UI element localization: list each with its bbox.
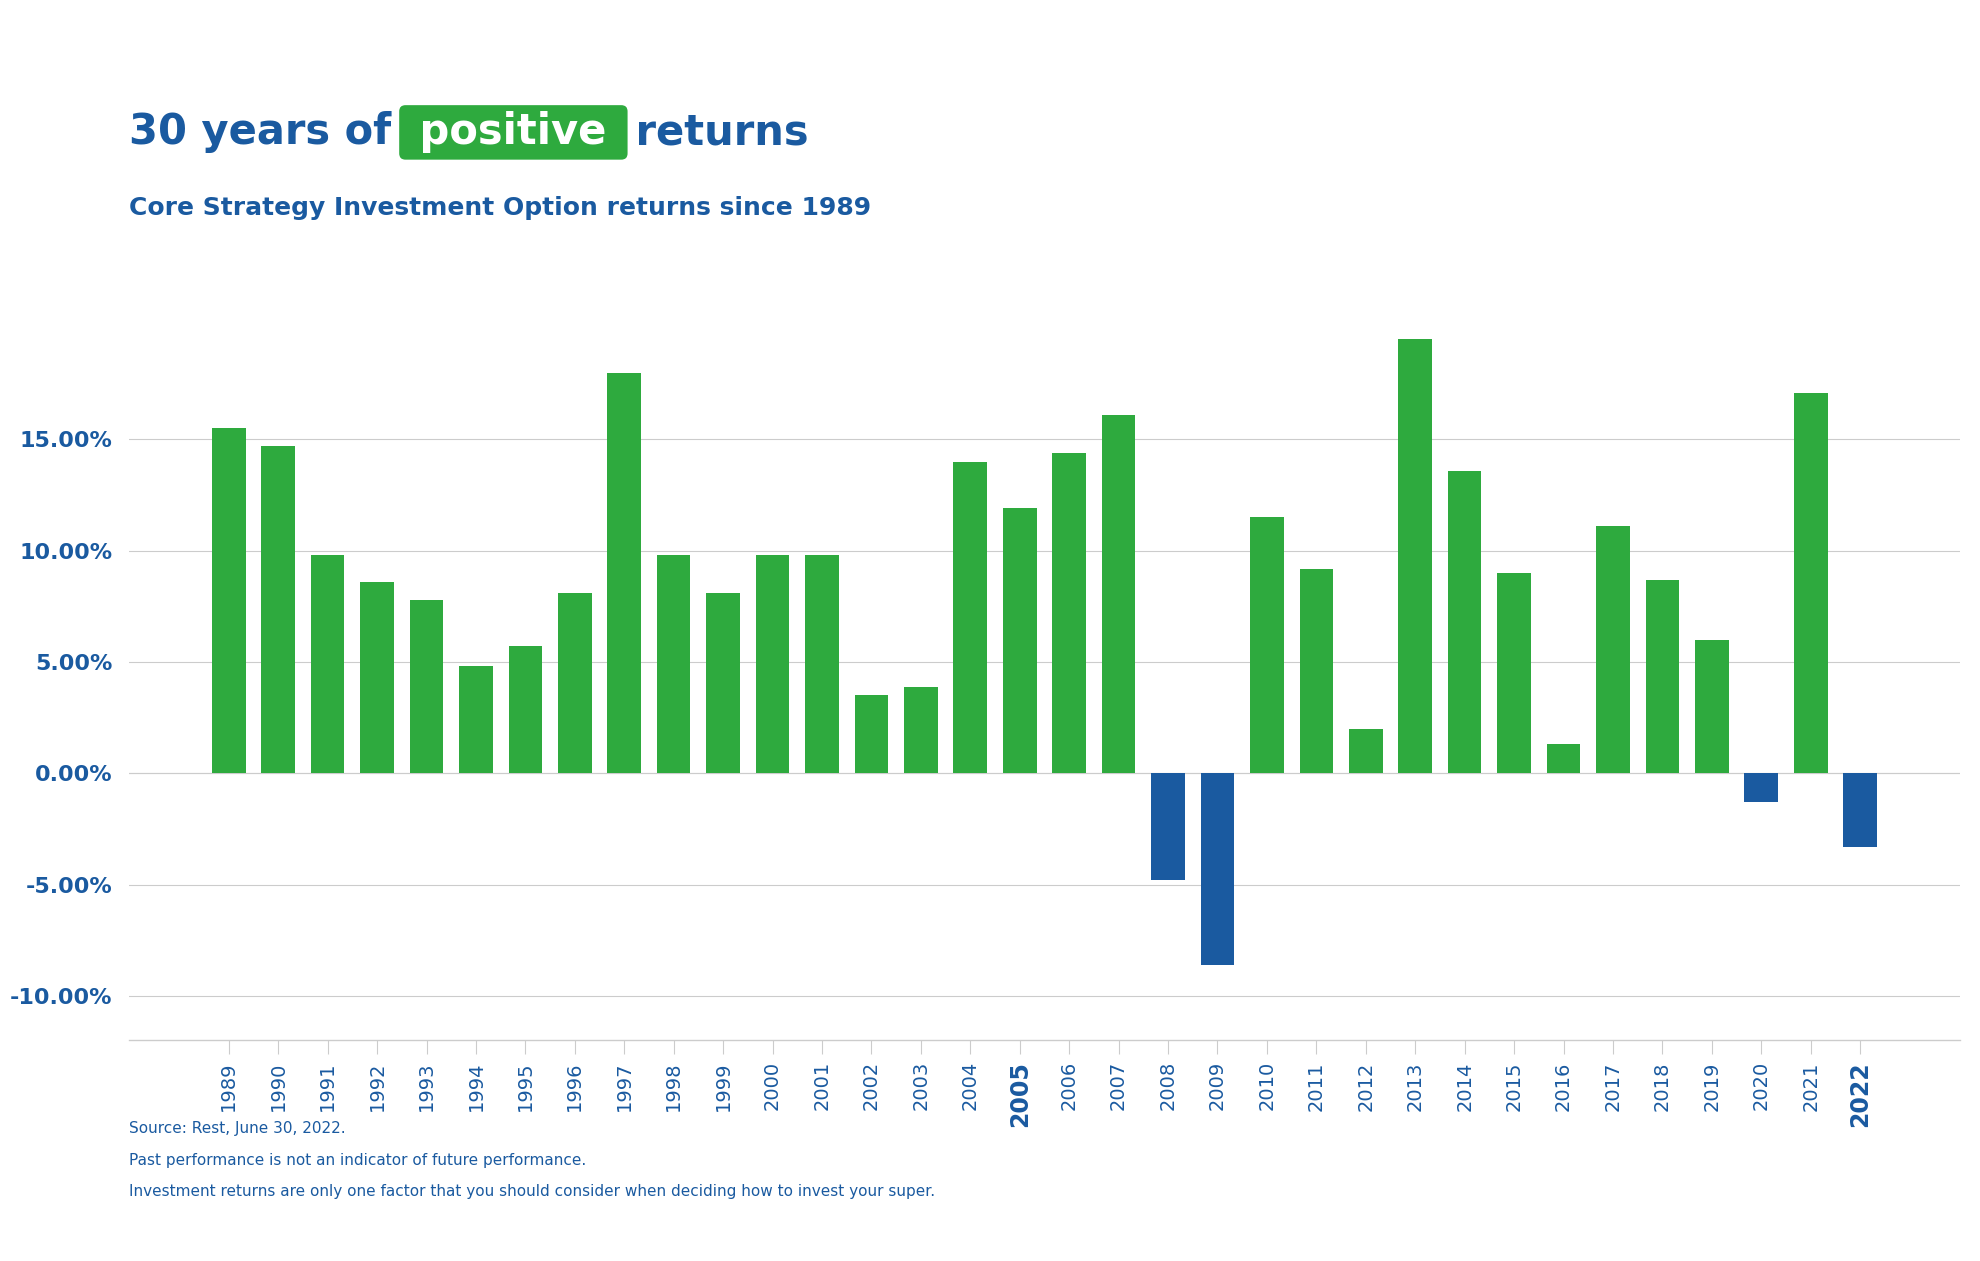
Text: Core Strategy Investment Option returns since 1989: Core Strategy Investment Option returns … bbox=[129, 195, 871, 221]
Text: Investment returns are only one factor that you should consider when deciding ho: Investment returns are only one factor t… bbox=[129, 1184, 935, 1199]
Bar bbox=[311, 555, 345, 773]
Bar bbox=[1348, 729, 1382, 773]
Bar bbox=[212, 429, 246, 773]
Bar bbox=[261, 446, 295, 773]
Bar bbox=[1744, 773, 1778, 802]
Bar bbox=[855, 695, 889, 773]
Text: Source: Rest, June 30, 2022.: Source: Rest, June 30, 2022. bbox=[129, 1121, 345, 1136]
Bar bbox=[558, 593, 592, 773]
Text: positive: positive bbox=[406, 111, 622, 154]
Bar bbox=[1150, 773, 1184, 880]
Bar bbox=[360, 581, 394, 773]
Bar bbox=[1299, 569, 1333, 773]
Text: 30 years of: 30 years of bbox=[129, 111, 406, 154]
Bar bbox=[707, 593, 741, 773]
Bar bbox=[1101, 415, 1135, 773]
Bar bbox=[954, 462, 988, 773]
Bar bbox=[657, 555, 691, 773]
Bar bbox=[1051, 453, 1085, 773]
Bar bbox=[1843, 773, 1877, 846]
Bar bbox=[1004, 508, 1038, 773]
Bar bbox=[1645, 580, 1679, 773]
Bar bbox=[1447, 470, 1481, 773]
Bar bbox=[1398, 339, 1432, 773]
Text: Past performance is not an indicator of future performance.: Past performance is not an indicator of … bbox=[129, 1153, 586, 1168]
Bar bbox=[1497, 572, 1531, 773]
Bar bbox=[509, 647, 543, 773]
Bar bbox=[1596, 526, 1630, 773]
Bar bbox=[806, 555, 840, 773]
Bar bbox=[1695, 639, 1729, 773]
Bar bbox=[1546, 744, 1580, 773]
Text: returns: returns bbox=[622, 111, 810, 154]
Bar bbox=[1794, 392, 1828, 773]
Bar bbox=[905, 686, 939, 773]
Bar bbox=[756, 555, 790, 773]
Bar bbox=[608, 373, 642, 773]
Bar bbox=[1249, 517, 1283, 773]
Bar bbox=[1200, 773, 1234, 965]
Bar bbox=[410, 600, 444, 773]
Bar bbox=[459, 667, 493, 773]
